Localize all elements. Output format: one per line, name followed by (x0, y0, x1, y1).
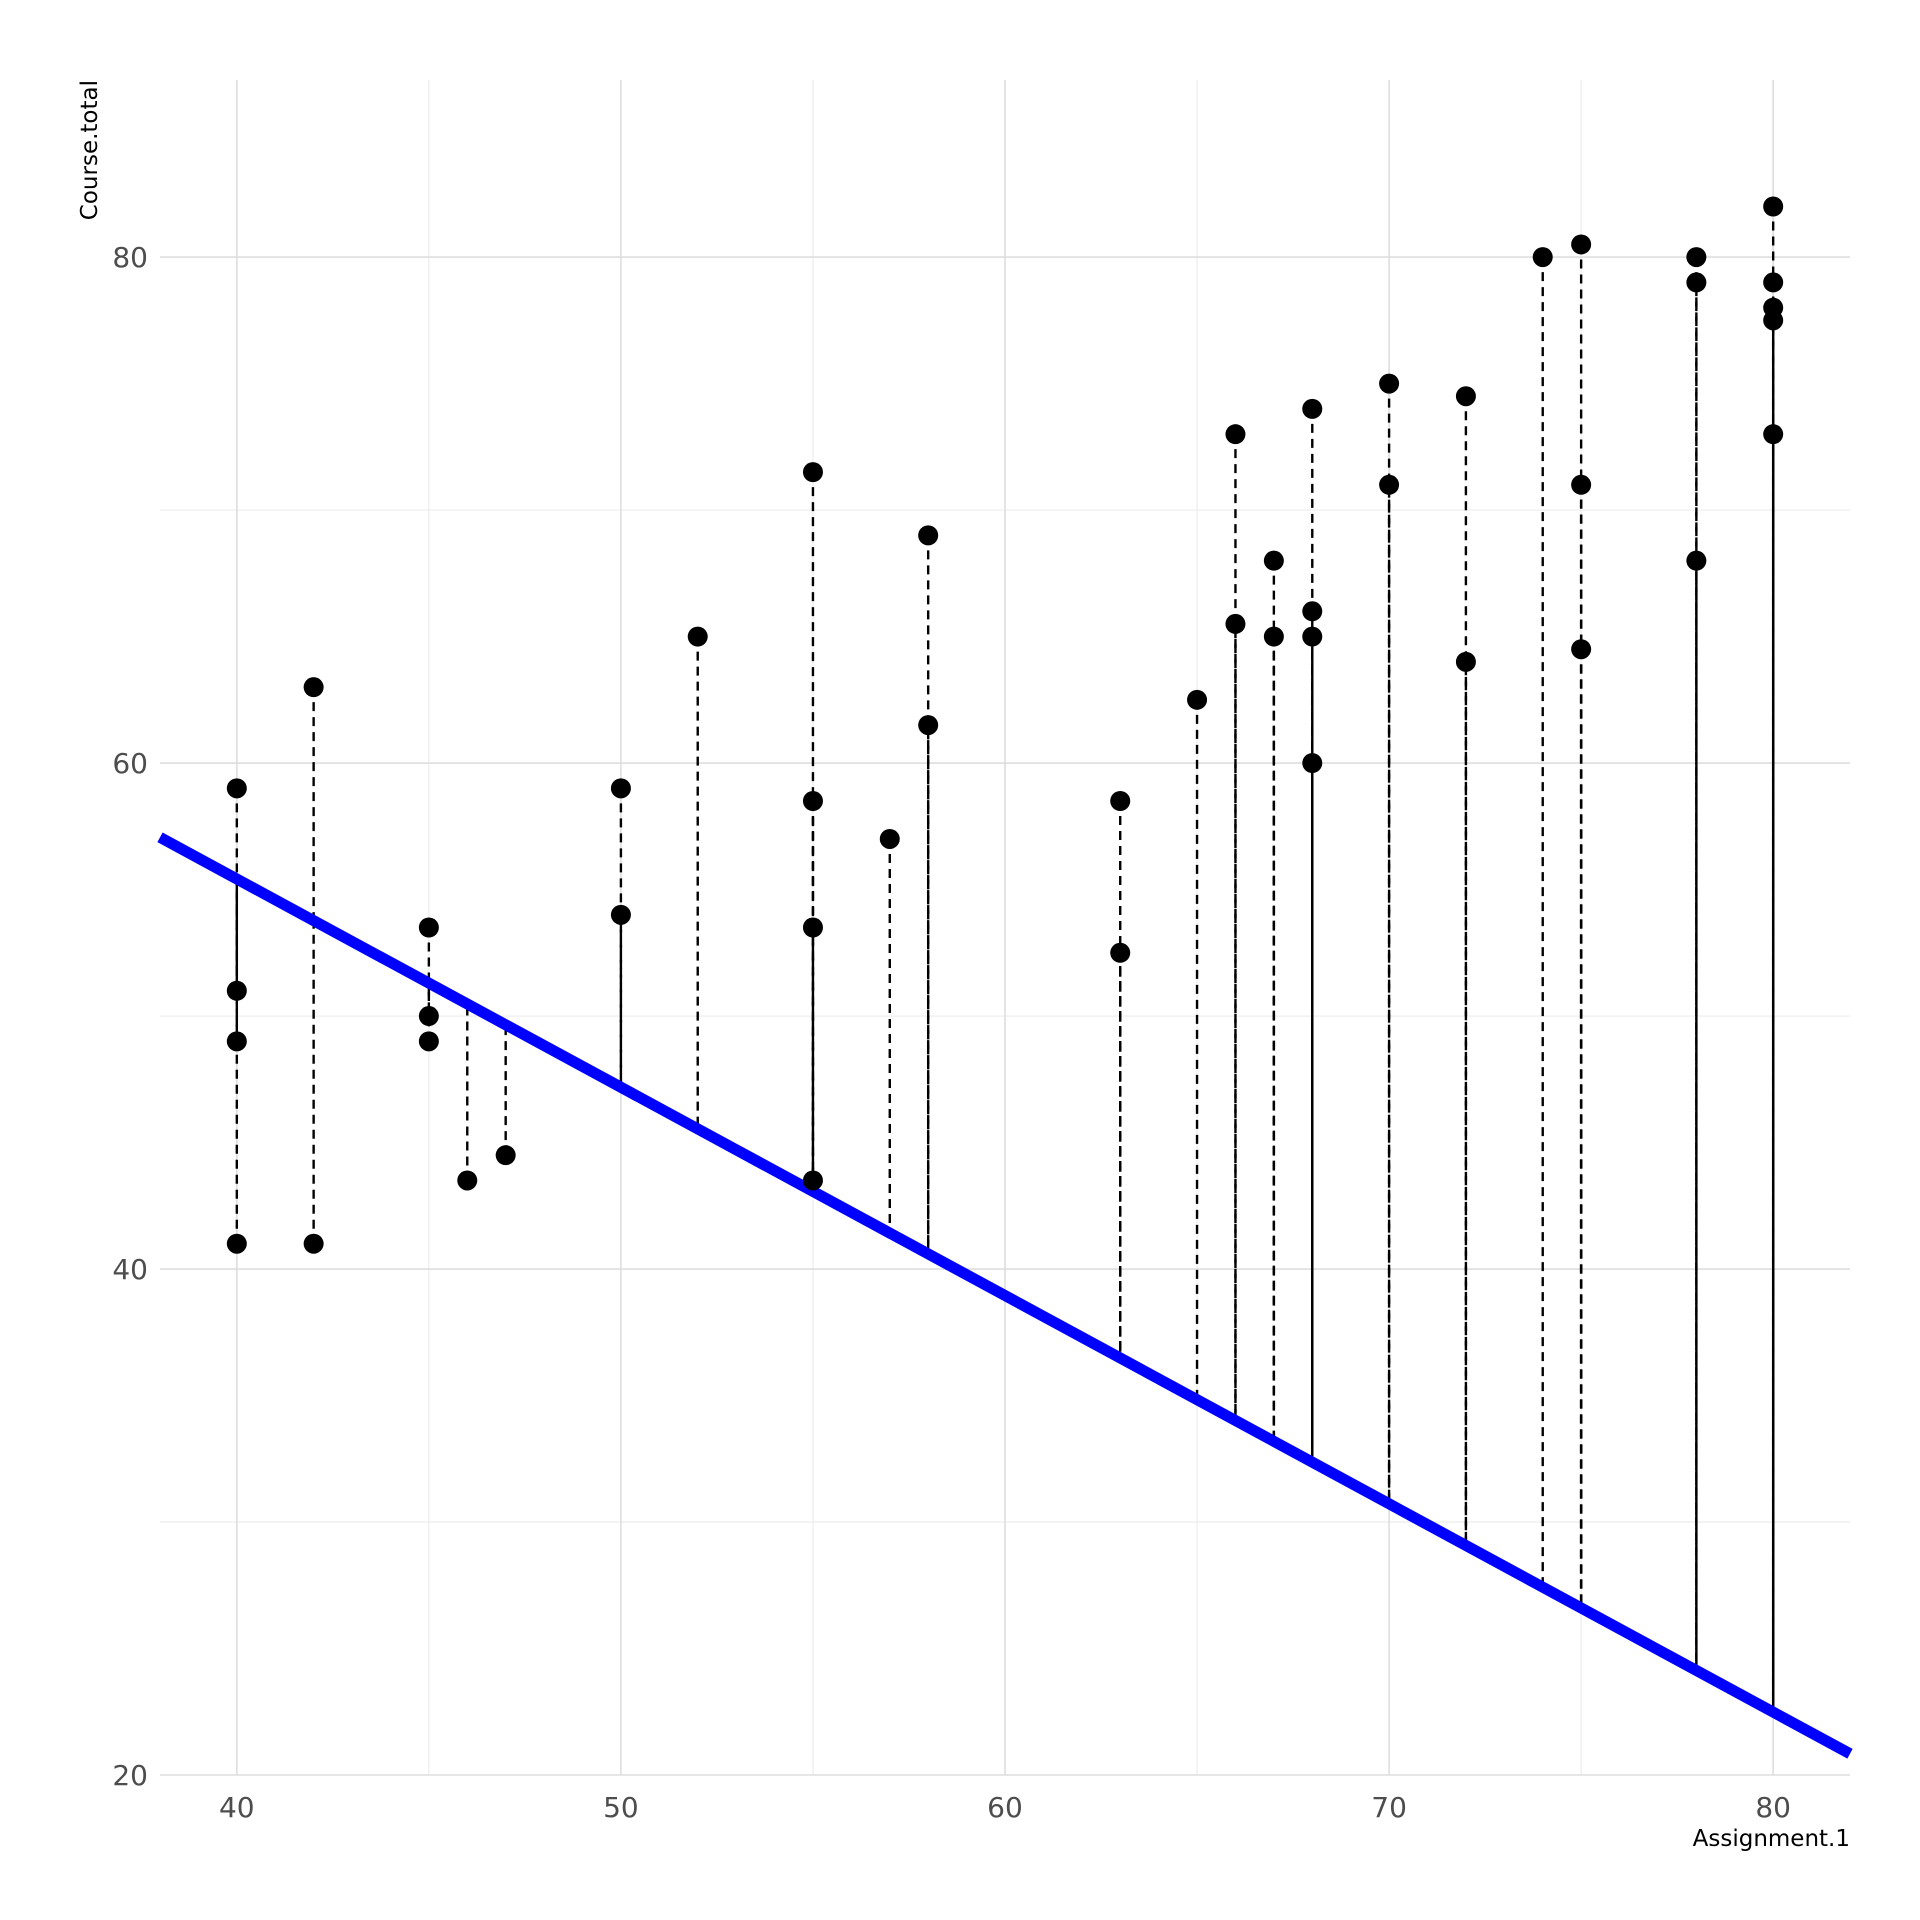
data-point (418, 917, 439, 938)
data-point (1763, 424, 1784, 445)
data-point (226, 980, 247, 1001)
data-point (226, 1233, 247, 1254)
data-points (226, 196, 1784, 1254)
data-point (1686, 272, 1707, 293)
data-point (1379, 373, 1400, 394)
x-tick-label: 60 (987, 1791, 1023, 1824)
data-point (918, 525, 939, 546)
data-point (1302, 753, 1323, 774)
data-point (802, 462, 823, 483)
data-point (1455, 386, 1476, 407)
data-point (1686, 550, 1707, 571)
data-point (226, 1031, 247, 1052)
regression-line-group (157, 832, 1853, 1759)
regression-line (157, 832, 1853, 1759)
data-point (418, 1031, 439, 1052)
y-tick-label: 40 (112, 1253, 148, 1286)
y-axis-tick-labels: 20 40 60 80 (112, 241, 148, 1792)
data-point (1263, 550, 1284, 571)
data-point (1187, 689, 1208, 710)
data-point (226, 778, 247, 799)
data-point (303, 677, 324, 698)
data-point (879, 828, 900, 849)
data-point (1302, 398, 1323, 419)
data-point (802, 1170, 823, 1191)
data-point (610, 778, 631, 799)
data-point (1379, 474, 1400, 495)
x-axis-title: Assignment.1 (1693, 1826, 1850, 1852)
data-point (495, 1145, 516, 1166)
data-point (418, 1006, 439, 1027)
major-gridlines (160, 80, 1850, 1776)
x-tick-label: 50 (603, 1791, 639, 1824)
data-point (1225, 613, 1246, 634)
data-point (1110, 791, 1131, 812)
y-tick-label: 80 (112, 241, 148, 274)
data-point (1763, 310, 1784, 331)
data-point (1302, 626, 1323, 647)
y-tick-label: 60 (112, 747, 148, 780)
data-point (1763, 196, 1784, 217)
x-axis-tick-labels: 40 50 60 70 80 (219, 1791, 1791, 1824)
data-point (802, 791, 823, 812)
data-point (610, 904, 631, 925)
data-point (687, 626, 708, 647)
data-point (1225, 424, 1246, 445)
data-point (1571, 234, 1592, 255)
data-point (1455, 651, 1476, 672)
x-tick-label: 80 (1755, 1791, 1791, 1824)
y-axis-title: Course.total (77, 80, 103, 220)
data-point (1571, 474, 1592, 495)
residual-segments (235, 206, 1775, 1713)
data-point (1302, 601, 1323, 622)
x-tick-label: 40 (219, 1791, 255, 1824)
data-point (1263, 626, 1284, 647)
data-point (802, 917, 823, 938)
data-point (918, 715, 939, 736)
data-point (457, 1170, 478, 1191)
x-tick-label: 70 (1371, 1791, 1407, 1824)
data-point (1110, 942, 1131, 963)
data-point (1763, 272, 1784, 293)
data-point (1532, 247, 1553, 268)
y-tick-label: 20 (112, 1759, 148, 1792)
data-point (1571, 639, 1592, 660)
data-point (1686, 247, 1707, 268)
data-point (303, 1233, 324, 1254)
